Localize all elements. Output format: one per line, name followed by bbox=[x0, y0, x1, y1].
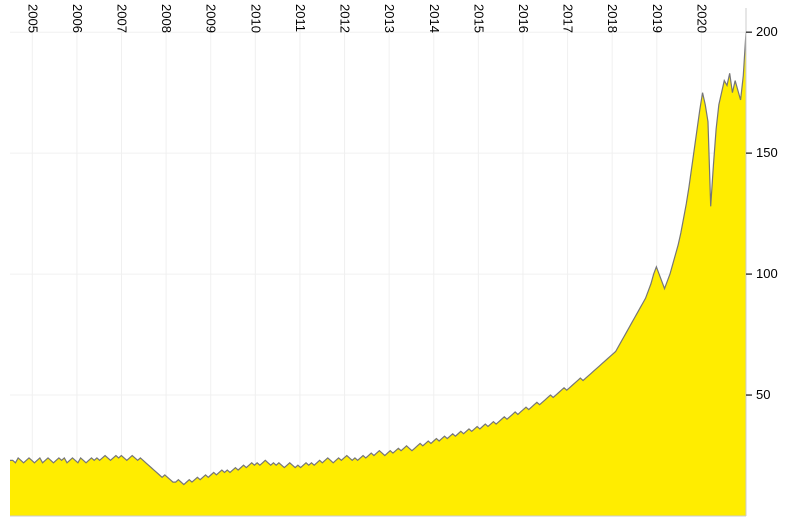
x-tick-label: 2014 bbox=[427, 4, 442, 33]
x-tick-label: 2008 bbox=[159, 4, 174, 33]
y-tick-label: 200 bbox=[756, 24, 778, 39]
x-tick-label: 2018 bbox=[605, 4, 620, 33]
x-tick-label: 2009 bbox=[204, 4, 219, 33]
x-tick-label: 2012 bbox=[338, 4, 353, 33]
y-tick-label: 50 bbox=[756, 387, 770, 402]
x-tick-label: 2016 bbox=[516, 4, 531, 33]
y-tick-label: 150 bbox=[756, 145, 778, 160]
x-tick-label: 2006 bbox=[70, 4, 85, 33]
x-tick-label: 2020 bbox=[694, 4, 709, 33]
x-tick-label: 2015 bbox=[471, 4, 486, 33]
x-tick-label: 2019 bbox=[650, 4, 665, 33]
price-area-chart: 2005 2006 2007 2008 2009 2010 2011 2012 2013 2014… bbox=[0, 0, 799, 523]
y-tick-label: 100 bbox=[756, 266, 778, 281]
x-tick-label: 2017 bbox=[561, 4, 576, 33]
chart-svg bbox=[0, 0, 799, 523]
x-tick-label: 2005 bbox=[25, 4, 40, 33]
x-tick-label: 2007 bbox=[115, 4, 130, 33]
x-tick-label: 2011 bbox=[293, 4, 308, 32]
x-tick-label: 2013 bbox=[382, 4, 397, 33]
x-tick-label: 2010 bbox=[248, 4, 263, 33]
